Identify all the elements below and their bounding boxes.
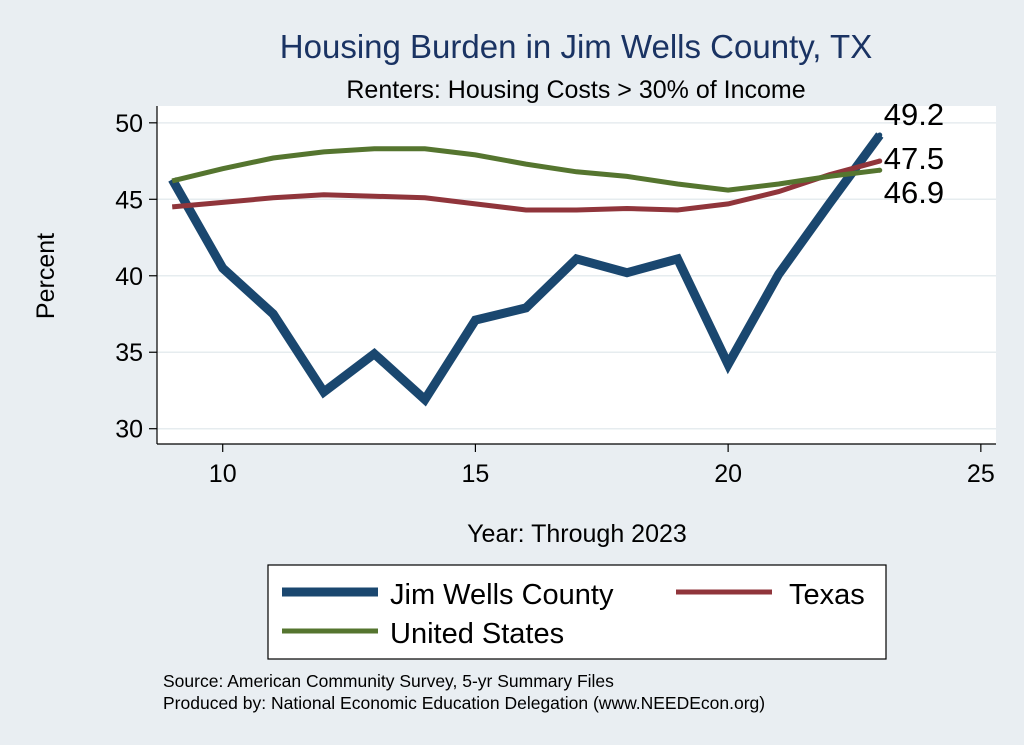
legend-label-texas: Texas [789,579,865,611]
x-tick-label: 10 [209,460,237,488]
end-labels: 49.2 47.546.9 [884,97,944,210]
y-tick-label: 35 [115,339,143,367]
y-tick-label: 45 [115,186,143,214]
source-note: Source: American Community Survey, 5-yr … [163,671,614,691]
chart-title: Housing Burden in Jim Wells County, TX [280,28,872,65]
series-line-jim-wells [168,132,884,407]
series-endpoint-united-states [877,167,883,173]
x-tick-label: 15 [462,460,490,488]
series-line-united-states [171,146,881,193]
end-label-jim-wells: 49.2 [884,97,944,132]
series-lines [168,132,884,407]
axes: 30 35 40 45 50 10 15 20 25 [115,106,996,488]
y-axis-title: Percent [32,233,60,319]
series-endpoint-jim-wells [877,132,883,138]
series-line-texas [171,158,881,213]
y-tick-label: 30 [115,416,143,444]
legend: Jim Wells County Texas United States [267,564,887,660]
x-tick-label: 25 [967,460,995,488]
producer-note: Produced by: National Economic Education… [163,693,765,713]
legend-label-jim-wells: Jim Wells County [390,579,614,611]
legend-label-united-states: United States [390,618,564,650]
y-tick-label: 50 [115,110,143,138]
series-endpoint-texas [877,158,883,164]
end-label-texas: 47.5 [884,141,944,176]
x-axis-title: Year: Through 2023 [467,520,687,548]
chart-subtitle: Renters: Housing Costs > 30% of Income [346,76,805,104]
legend-box [267,564,887,660]
y-tick-label: 40 [115,263,143,291]
x-tick-label: 20 [714,460,742,488]
end-label-united-states: 46.9 [884,175,944,210]
